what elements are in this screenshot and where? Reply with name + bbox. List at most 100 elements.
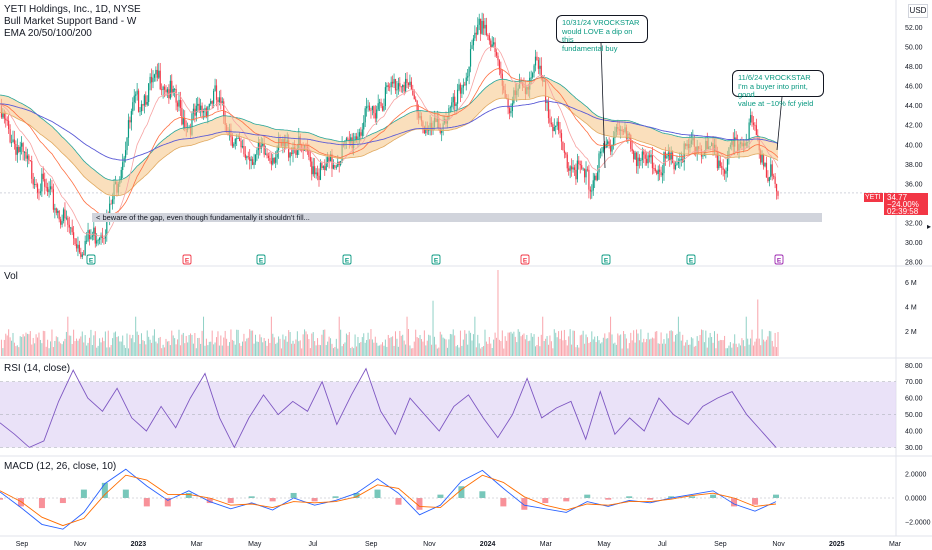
volume-bar: [560, 330, 562, 356]
candle-body: [749, 115, 752, 123]
candle-body: [6, 120, 8, 122]
rsi-tick-label: 30.00: [905, 445, 923, 452]
candle-body: [539, 65, 541, 69]
candle-body: [565, 152, 567, 155]
candle-body: [402, 84, 404, 88]
time-tick-label: Sep: [365, 541, 378, 548]
candle-body: [12, 139, 14, 143]
volume-bar: [449, 333, 451, 356]
volume-bar: [351, 346, 353, 356]
volume-bar: [439, 331, 441, 356]
volume-bar: [19, 336, 21, 356]
volume-bar: [226, 338, 228, 356]
candle-body: [34, 184, 36, 185]
volume-bar: [45, 346, 47, 356]
rsi-pane-label[interactable]: RSI (14, close): [4, 363, 71, 374]
volume-bar: [138, 334, 140, 356]
volume-bar: [477, 334, 479, 356]
macd-pane-label[interactable]: MACD (12, 26, close, 10): [4, 461, 117, 472]
volume-bar: [679, 331, 681, 356]
volume-bar: [106, 347, 108, 356]
volume-pane-label[interactable]: Vol: [4, 271, 18, 282]
volume-bar: [568, 336, 570, 356]
earnings-marker-label: E: [604, 258, 609, 265]
candle-body: [149, 76, 151, 84]
candle-body: [464, 84, 466, 86]
candle-body: [60, 219, 62, 225]
volume-bar: [168, 341, 170, 356]
candle-body: [327, 157, 329, 164]
volume-bar: [205, 338, 207, 356]
macd-line: [0, 468, 777, 530]
candle-body: [127, 120, 130, 138]
symbol-title[interactable]: YETI Holdings, Inc., 1D, NYSE: [4, 4, 141, 15]
volume-bar: [158, 337, 160, 356]
volume-bar: [195, 348, 197, 356]
volume-bar: [187, 342, 189, 356]
annotation-gap-note[interactable]: < beware of the gap, even though fundame…: [92, 213, 822, 222]
volume-bar: [315, 345, 317, 356]
volume-bar: [452, 329, 454, 356]
volume-bar: [672, 331, 674, 356]
candle-body: [78, 244, 80, 253]
volume-bar: [164, 347, 166, 356]
volume-bar: [227, 345, 229, 356]
candle-body: [325, 163, 327, 171]
volume-bar: [171, 330, 173, 356]
annotation-nov6[interactable]: 11/6/24 VROCKSTAR I'm a buyer into print…: [732, 70, 824, 107]
currency-label[interactable]: USD: [908, 4, 928, 18]
volume-bar: [125, 347, 127, 356]
volume-bar: [198, 337, 200, 356]
candle-body: [202, 110, 205, 113]
candle-body: [472, 38, 475, 46]
candle-body: [207, 106, 209, 117]
volume-bar: [109, 347, 111, 356]
volume-bar: [562, 340, 564, 356]
volume-bar: [546, 336, 548, 356]
scroll-arrow-icon[interactable]: ▸: [927, 222, 932, 231]
candle-body: [165, 89, 167, 93]
candle-body: [322, 166, 324, 168]
volume-bar: [662, 343, 664, 356]
volume-bar: [347, 335, 349, 356]
volume-bar: [422, 341, 424, 356]
candle-body: [601, 151, 603, 153]
candle-body: [480, 18, 482, 34]
volume-bar: [699, 334, 701, 356]
candle-body: [296, 148, 298, 155]
macd-histogram-bar: [374, 489, 381, 498]
candle-body: [168, 89, 170, 99]
volume-bar: [573, 330, 575, 356]
candle-body: [28, 155, 30, 161]
candle-body: [184, 117, 186, 129]
candle-body: [74, 238, 76, 245]
indicator-ema[interactable]: EMA 20/50/100/200: [4, 28, 92, 39]
candle-body: [416, 100, 418, 113]
time-tick-label: May: [597, 541, 611, 548]
annotation-oct31[interactable]: 10/31/24 VROCKSTAR would LOVE a dip on t…: [556, 15, 648, 52]
volume-bar: [152, 335, 154, 356]
volume-bar: [708, 337, 710, 356]
volume-bar: [169, 345, 171, 356]
volume-bar: [675, 335, 677, 356]
volume-bar: [498, 339, 500, 356]
candle-body: [481, 20, 483, 34]
volume-bar: [289, 332, 291, 356]
candle-body: [155, 69, 157, 75]
candle-body: [575, 169, 577, 180]
volume-bar: [37, 337, 39, 356]
indicator-bull-band[interactable]: Bull Market Support Band - W: [4, 16, 137, 27]
candle-body: [250, 159, 252, 161]
volume-bar: [16, 345, 18, 356]
volume-bar: [285, 336, 287, 356]
candle-body: [773, 175, 775, 177]
candle-body: [86, 240, 88, 242]
candle-body: [309, 156, 311, 162]
volume-bar: [97, 345, 99, 356]
candle-body: [500, 69, 502, 74]
candle-body: [176, 102, 179, 107]
volume-bar: [585, 334, 587, 356]
candle-body: [578, 160, 580, 165]
volume-bar: [325, 345, 327, 356]
candle-body: [379, 102, 381, 104]
